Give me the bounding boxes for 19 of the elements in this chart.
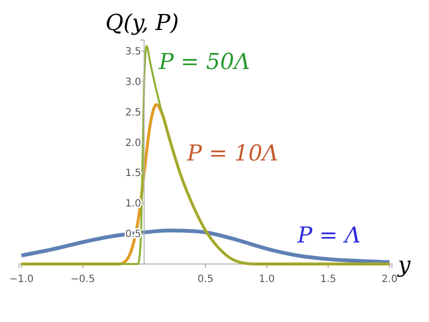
- x-tick-label: 1.5: [320, 274, 336, 285]
- y-tick-label: 0.5: [125, 229, 142, 240]
- x-tick-label: −1.0: [9, 274, 34, 285]
- x-tick-label: 2.0: [382, 274, 398, 285]
- y-tick-label: 2.0: [125, 138, 142, 149]
- series-label: P = 10Λ: [186, 142, 278, 167]
- y-tick-label: 3.0: [125, 76, 142, 88]
- x-tick-label: 0.5: [198, 274, 214, 285]
- series-label: P = 50Λ: [158, 50, 250, 76]
- y-axis-title: Q(y, P): [105, 11, 179, 36]
- x-axis-title: y: [397, 253, 411, 278]
- x-tick-label: 1.0: [258, 274, 275, 285]
- line-series: [20, 45, 391, 265]
- y-tick-label: 3.5: [125, 46, 142, 58]
- y-tick-label: 1.5: [125, 168, 142, 180]
- y-tick-label: 2.5: [125, 107, 142, 118]
- x-tick-label: −0.5: [70, 274, 95, 285]
- line-series: [20, 228, 392, 264]
- series-label: P = Λ: [296, 224, 361, 249]
